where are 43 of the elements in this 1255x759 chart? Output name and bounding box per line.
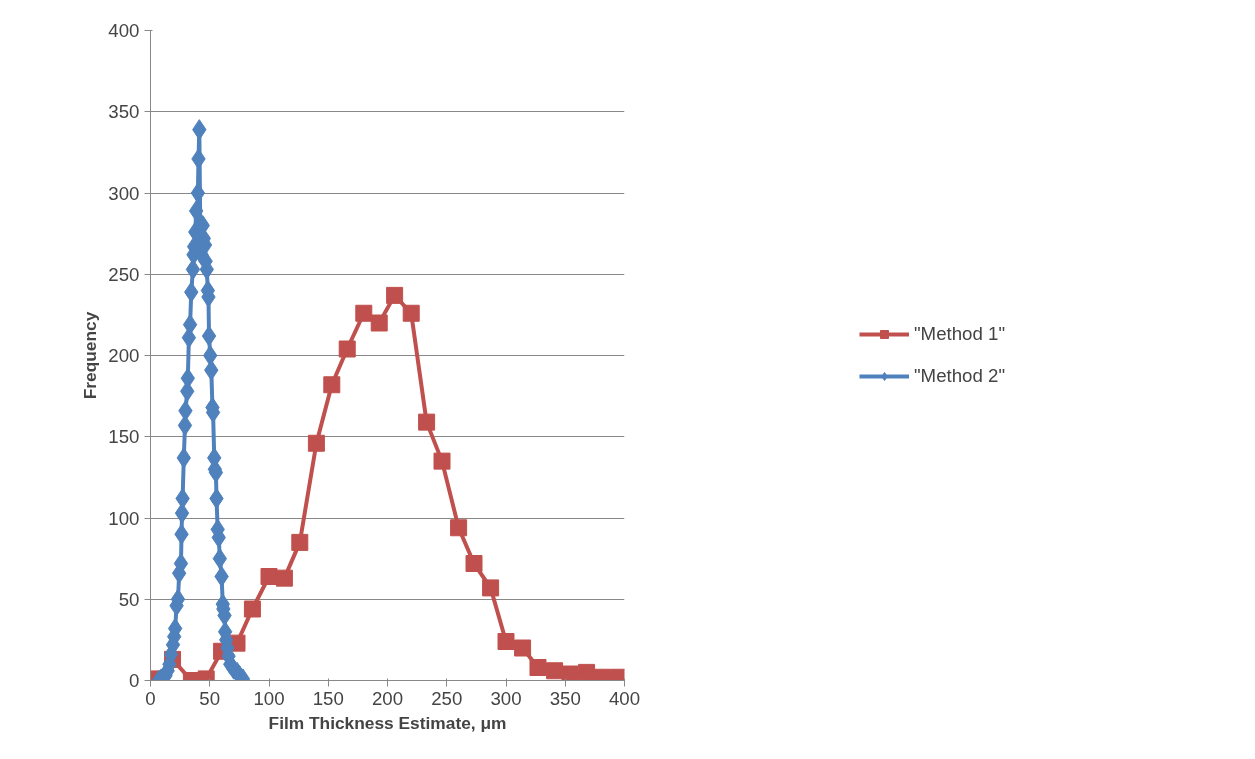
point <box>418 413 436 431</box>
point <box>355 304 373 322</box>
y-tick-label: 300 <box>108 182 140 204</box>
point <box>514 639 532 657</box>
point <box>546 662 564 680</box>
y-tick-label: 50 <box>118 588 140 610</box>
point <box>323 376 341 394</box>
point <box>433 452 451 470</box>
point <box>497 633 515 650</box>
x-tick-label: 400 <box>608 687 641 709</box>
point <box>561 665 579 681</box>
y-tick-label: 150 <box>108 426 140 448</box>
point <box>465 555 483 572</box>
x-tick-label: 200 <box>371 687 404 709</box>
x-tick-label: 0 <box>145 687 156 709</box>
x-tick-label: 250 <box>431 687 463 709</box>
x-tick-label: 300 <box>490 687 522 709</box>
point <box>275 569 293 587</box>
y-tick-label: 350 <box>108 101 140 123</box>
point <box>260 568 278 585</box>
y-tick-label: 200 <box>108 345 140 366</box>
point <box>370 314 388 332</box>
point <box>386 286 404 304</box>
point <box>529 659 547 676</box>
x-tick-label: 50 <box>199 687 221 709</box>
y-tick-label: 400 <box>108 20 140 41</box>
point <box>482 579 500 597</box>
point <box>338 340 356 358</box>
y-tick-label: 0 <box>129 670 140 691</box>
x-axis-title: Film Thickness Estimate, μm <box>268 712 507 733</box>
y-tick-label: 250 <box>108 263 140 285</box>
legend-label: "Method 2" <box>913 365 1006 387</box>
point <box>402 304 420 322</box>
point <box>243 600 261 618</box>
x-tick-label: 350 <box>549 687 581 709</box>
point <box>450 519 468 537</box>
x-tick-label: 150 <box>312 687 344 709</box>
x-tick-label: 100 <box>253 687 285 709</box>
legend-label: "Method 1" <box>913 323 1006 345</box>
point <box>307 434 325 452</box>
point <box>291 533 309 551</box>
y-tick-label: 100 <box>108 507 140 529</box>
y-axis-title: Frequency <box>80 311 101 400</box>
